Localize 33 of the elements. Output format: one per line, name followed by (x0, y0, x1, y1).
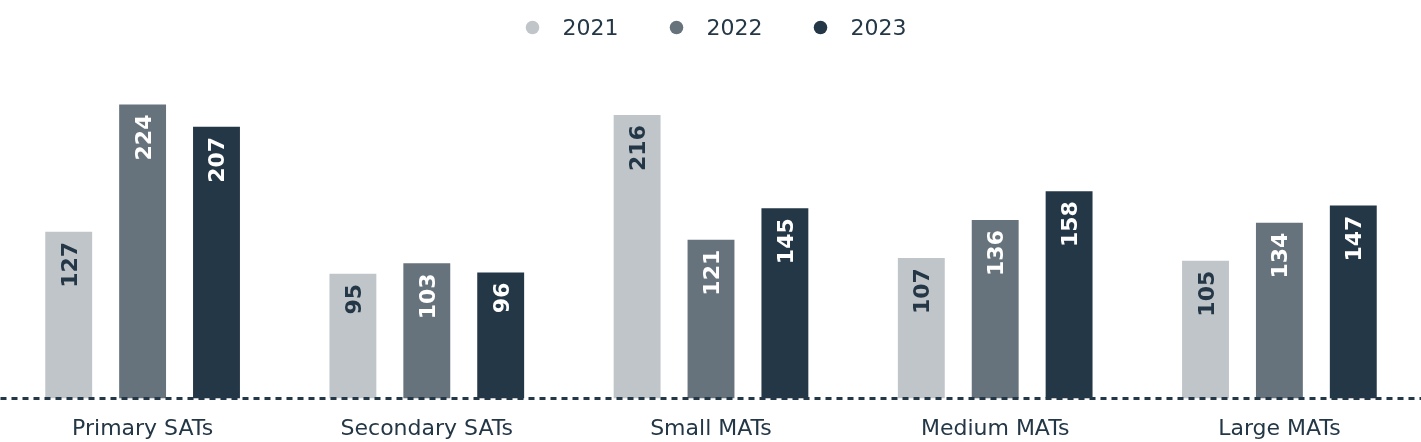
bar (897, 258, 945, 399)
data-label: 158 (1057, 201, 1083, 248)
bar (971, 220, 1019, 399)
bar (403, 263, 451, 399)
x-tick-label: Primary SATs (72, 414, 214, 440)
data-label: 105 (1193, 270, 1219, 317)
data-label: 147 (1341, 215, 1367, 262)
bar (119, 104, 167, 399)
x-tick-label: Small MATs (650, 414, 772, 440)
legend-label: 2023 (850, 14, 907, 40)
data-label: 95 (340, 283, 366, 315)
data-label: 127 (56, 241, 82, 288)
data-label: 107 (909, 268, 935, 315)
legend-label: 2021 (562, 14, 619, 40)
bar (687, 239, 735, 399)
legend-label: 2022 (706, 14, 763, 40)
bar (1182, 260, 1229, 399)
x-tick-label: Large MATs (1218, 414, 1341, 440)
x-tick-label: Secondary SATs (340, 414, 514, 440)
bar (613, 115, 661, 399)
bar (329, 273, 377, 399)
data-label: 207 (204, 136, 230, 183)
bar (45, 231, 93, 399)
x-tick-label: Medium MATs (920, 414, 1070, 440)
data-label: 121 (699, 249, 724, 296)
data-label: 136 (983, 230, 1009, 276)
data-label: 216 (625, 125, 651, 171)
data-label: 145 (772, 218, 798, 265)
data-label: 96 (488, 282, 514, 314)
data-label: 103 (414, 273, 440, 320)
data-label: 134 (1267, 232, 1293, 279)
data-label: 224 (130, 114, 156, 161)
bar (1255, 222, 1303, 399)
